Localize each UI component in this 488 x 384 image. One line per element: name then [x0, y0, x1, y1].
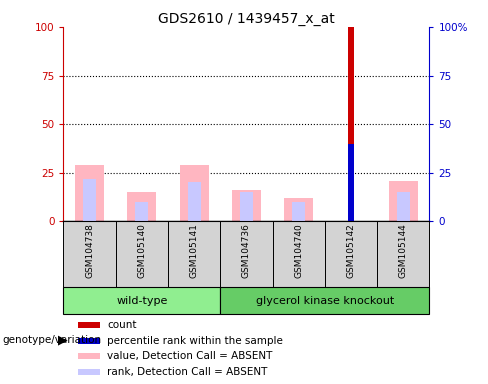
Bar	[180, 165, 208, 222]
Text: rank, Detection Call = ABSENT: rank, Detection Call = ABSENT	[107, 367, 268, 377]
Bar	[78, 369, 100, 375]
Bar	[78, 338, 100, 344]
Title: GDS2610 / 1439457_x_at: GDS2610 / 1439457_x_at	[158, 12, 335, 26]
Bar	[83, 179, 96, 222]
Bar	[232, 190, 261, 222]
Text: wild-type: wild-type	[116, 296, 167, 306]
Text: genotype/variation: genotype/variation	[2, 335, 102, 345]
Bar	[220, 287, 429, 314]
Bar	[325, 222, 377, 287]
Text: GSM104736: GSM104736	[242, 223, 251, 278]
Bar	[78, 353, 100, 359]
Text: GSM105141: GSM105141	[190, 223, 199, 278]
Text: glycerol kinase knockout: glycerol kinase knockout	[256, 296, 394, 306]
Text: value, Detection Call = ABSENT: value, Detection Call = ABSENT	[107, 351, 273, 361]
Text: ▶: ▶	[58, 333, 67, 346]
Bar	[377, 222, 429, 287]
Text: count: count	[107, 320, 137, 330]
Text: GSM105140: GSM105140	[137, 223, 146, 278]
Text: GSM105144: GSM105144	[399, 223, 408, 278]
Bar	[389, 180, 418, 222]
Bar	[78, 322, 100, 328]
Bar	[135, 202, 148, 222]
Bar	[168, 222, 220, 287]
Bar	[292, 202, 305, 222]
Bar	[187, 182, 201, 222]
Bar	[273, 222, 325, 287]
Bar	[63, 287, 220, 314]
Bar	[127, 192, 156, 222]
Bar	[285, 198, 313, 222]
Bar	[116, 222, 168, 287]
Bar	[397, 192, 410, 222]
Bar	[75, 165, 104, 222]
Text: GSM105142: GSM105142	[346, 223, 356, 278]
Text: GSM104738: GSM104738	[85, 223, 94, 278]
Bar	[348, 144, 354, 222]
Text: GSM104740: GSM104740	[294, 223, 303, 278]
Bar	[220, 222, 273, 287]
Text: percentile rank within the sample: percentile rank within the sample	[107, 336, 283, 346]
Bar	[63, 222, 116, 287]
Bar	[240, 192, 253, 222]
Bar	[348, 27, 354, 222]
